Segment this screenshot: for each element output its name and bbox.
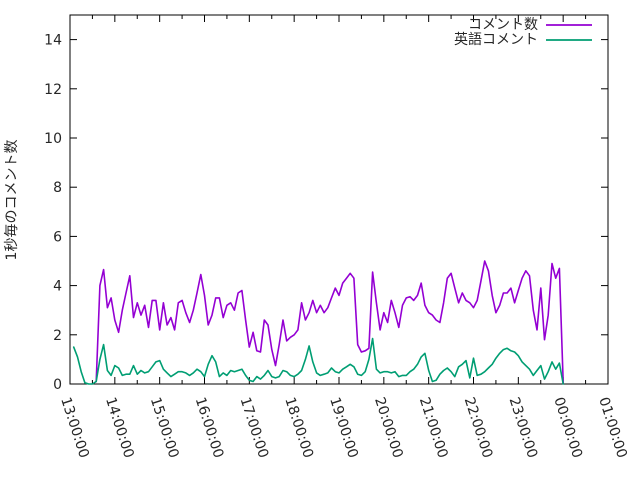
x-tick-label: 00:00:00 bbox=[550, 395, 585, 460]
x-tick-label: 14:00:00 bbox=[102, 395, 137, 460]
x-tick-label: 15:00:00 bbox=[147, 395, 182, 460]
x-tick-label: 19:00:00 bbox=[326, 395, 361, 460]
legend-label-comments: コメント数 bbox=[468, 17, 538, 33]
x-tick-label: 23:00:00 bbox=[506, 395, 541, 460]
series-line-comments bbox=[95, 260, 564, 384]
x-axis-ticks bbox=[69, 15, 609, 384]
series-line-english-comments bbox=[72, 337, 564, 385]
y-axis-ticks bbox=[70, 39, 608, 385]
x-tick-label: 20:00:00 bbox=[371, 395, 406, 460]
y-tick-label: 0 bbox=[53, 377, 62, 393]
legend-label-english-comments: 英語コメント bbox=[454, 31, 538, 48]
y-axis-labels: 0 2 4 6 8 10 12 14 bbox=[44, 33, 62, 393]
series-lines bbox=[72, 260, 564, 385]
y-tick-label: 6 bbox=[53, 229, 62, 245]
y-tick-label: 8 bbox=[53, 180, 62, 196]
legend: コメント数 英語コメント bbox=[454, 17, 592, 48]
y-tick-label: 2 bbox=[53, 328, 62, 344]
x-tick-label: 22:00:00 bbox=[461, 395, 496, 460]
x-tick-label: 13:00:00 bbox=[57, 395, 92, 460]
y-tick-label: 14 bbox=[44, 33, 62, 49]
y-tick-label: 12 bbox=[44, 82, 62, 98]
x-tick-label: 01:00:00 bbox=[595, 395, 630, 460]
x-tick-label: 18:00:00 bbox=[281, 395, 316, 460]
plot-border bbox=[69, 14, 609, 385]
y-axis-title: 1秒毎のコメント数 bbox=[4, 140, 20, 261]
x-tick-label: 16:00:00 bbox=[192, 395, 227, 460]
x-axis-labels: 13:00:00 14:00:00 15:00:00 16:00:00 17:00:00… bbox=[57, 395, 630, 460]
y-tick-label: 4 bbox=[53, 279, 62, 295]
x-tick-label: 21:00:00 bbox=[416, 395, 451, 460]
x-tick-label: 17:00:00 bbox=[237, 395, 272, 460]
y-tick-label: 10 bbox=[44, 131, 62, 147]
